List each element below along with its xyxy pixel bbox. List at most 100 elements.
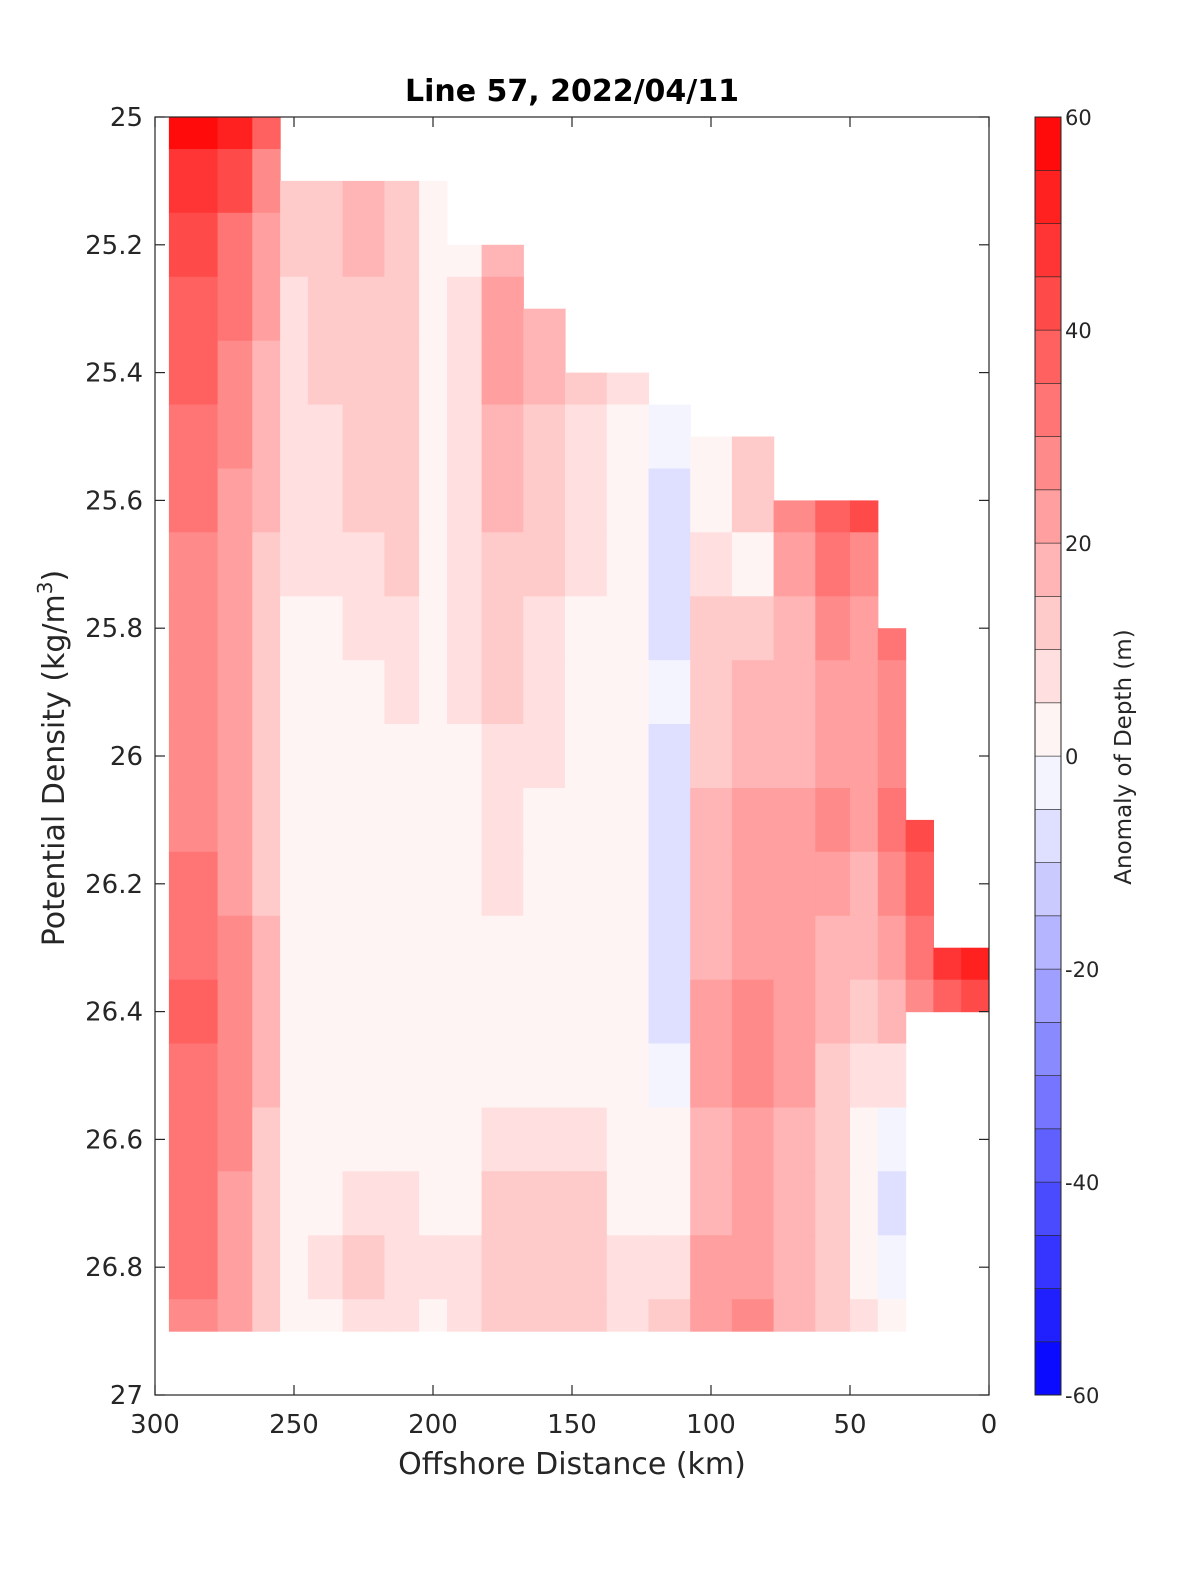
colorbar-swatch	[1034, 489, 1062, 544]
anomaly-cell	[565, 1043, 608, 1108]
anomaly-cell	[342, 851, 385, 917]
anomaly-cell	[606, 1171, 650, 1236]
anomaly-cell	[523, 468, 566, 533]
anomaly-cell	[731, 1043, 775, 1108]
anomaly-cell	[342, 596, 385, 661]
anomaly-cell	[850, 532, 879, 597]
anomaly-cell	[280, 1171, 309, 1236]
anomaly-cell	[307, 596, 344, 661]
anomaly-cell	[307, 1299, 344, 1332]
anomaly-cell	[419, 1107, 448, 1172]
anomaly-cell	[168, 212, 219, 278]
anomaly-cell	[773, 979, 816, 1045]
anomaly-cell	[168, 532, 219, 597]
anomaly-cell	[384, 1043, 420, 1108]
anomaly-cell	[648, 660, 691, 725]
anomaly-cell	[877, 1043, 907, 1108]
anomaly-cell	[217, 532, 253, 597]
anomaly-cell	[384, 276, 420, 342]
anomaly-cell	[815, 1043, 851, 1108]
colorbar-swatch	[1034, 1128, 1062, 1183]
anomaly-cell	[342, 1171, 385, 1236]
anomaly-cell	[446, 244, 483, 278]
x-tick-label: 200	[408, 1410, 458, 1440]
anomaly-cell	[419, 915, 448, 981]
anomaly-cell	[481, 532, 524, 597]
anomaly-cell	[648, 1043, 691, 1108]
anomaly-cell	[773, 532, 816, 597]
y-tick-label: 26	[110, 742, 143, 772]
anomaly-cell	[850, 1171, 879, 1236]
anomaly-cell	[252, 1299, 281, 1332]
anomaly-cell	[523, 724, 566, 789]
anomaly-cell	[384, 1107, 420, 1172]
anomaly-cell	[217, 1171, 253, 1236]
anomaly-cell	[307, 340, 344, 406]
anomaly-cell	[648, 979, 691, 1045]
anomaly-cell	[252, 468, 281, 533]
anomaly-cell	[280, 724, 309, 789]
anomaly-cell	[648, 468, 691, 533]
anomaly-cell	[168, 660, 219, 725]
anomaly-cell	[419, 596, 448, 661]
anomaly-cell	[481, 660, 524, 725]
anomaly-cell	[252, 404, 281, 469]
anomaly-cell	[168, 404, 219, 469]
x-tick-label: 50	[833, 1410, 866, 1440]
anomaly-cell	[565, 915, 608, 981]
anomaly-cell	[773, 660, 816, 725]
anomaly-cell	[307, 851, 344, 917]
anomaly-cell	[481, 851, 524, 917]
anomaly-cell	[731, 532, 775, 597]
anomaly-cell	[877, 979, 907, 1045]
anomaly-cell	[252, 276, 281, 342]
anomaly-cell	[217, 468, 253, 533]
anomaly-cell	[648, 788, 691, 853]
anomaly-cell	[690, 1107, 733, 1172]
anomaly-cell	[252, 212, 281, 278]
colorbar-swatch	[1034, 276, 1062, 331]
anomaly-cell	[384, 596, 420, 661]
anomaly-cell	[481, 340, 524, 406]
anomaly-cell	[606, 1299, 650, 1332]
anomaly-cell	[690, 532, 733, 597]
anomaly-cell	[690, 788, 733, 853]
anomaly-cell	[481, 404, 524, 469]
anomaly-cell	[446, 724, 483, 789]
anomaly-cell	[252, 340, 281, 406]
colorbar-label: Anomaly of Depth (m)	[1111, 629, 1137, 884]
anomaly-cell	[419, 212, 448, 278]
anomaly-cell	[217, 1043, 253, 1108]
anomaly-cell	[731, 596, 775, 661]
anomaly-cell	[217, 979, 253, 1045]
y-tick-label: 25.6	[85, 486, 143, 516]
anomaly-cell	[384, 1299, 420, 1332]
anomaly-cell	[419, 788, 448, 853]
y-tick-label: 25.2	[85, 231, 143, 261]
colorbar-swatch	[1034, 116, 1062, 171]
x-axis-label: Offshore Distance (km)	[398, 1447, 746, 1482]
anomaly-cell	[565, 979, 608, 1045]
anomaly-cell	[342, 979, 385, 1045]
anomaly-cell	[565, 788, 608, 853]
anomaly-cell	[606, 660, 650, 725]
anomaly-cell	[384, 532, 420, 597]
anomaly-cell	[606, 1043, 650, 1108]
anomaly-cell	[606, 596, 650, 661]
colorbar-tick-label: -20	[1065, 958, 1099, 982]
anomaly-cell	[815, 851, 851, 917]
anomaly-cell	[606, 788, 650, 853]
anomaly-cell	[280, 915, 309, 981]
anomaly-cell	[307, 276, 344, 342]
y-axis-label-main: Potential Density (kg/m	[37, 594, 72, 946]
anomaly-cell	[877, 851, 907, 917]
y-tick-label: 26.6	[85, 1125, 143, 1155]
anomaly-cell	[481, 1299, 524, 1332]
anomaly-cell	[280, 404, 309, 469]
anomaly-cell	[168, 596, 219, 661]
anomaly-cell	[773, 1235, 816, 1300]
anomaly-cell	[252, 788, 281, 853]
anomaly-cell	[690, 915, 733, 981]
anomaly-cell	[877, 1171, 907, 1236]
colorbar-tick-label: 60	[1065, 106, 1092, 130]
